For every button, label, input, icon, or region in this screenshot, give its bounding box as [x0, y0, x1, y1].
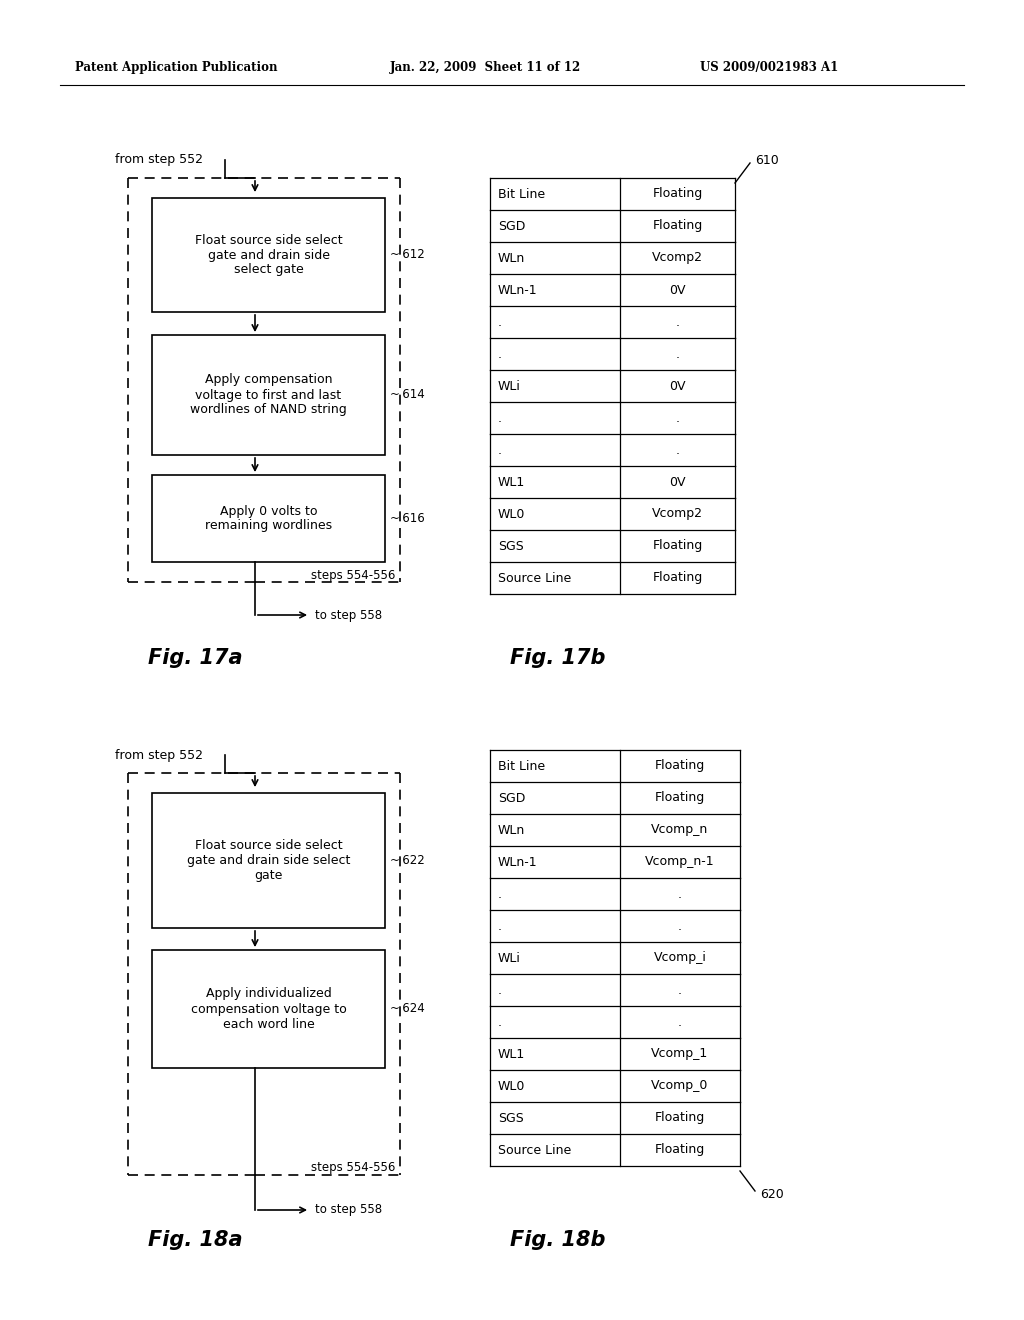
Text: .: . — [678, 920, 682, 932]
Text: US 2009/0021983 A1: US 2009/0021983 A1 — [700, 62, 839, 74]
Text: 620: 620 — [760, 1188, 783, 1200]
Text: ~ 622: ~ 622 — [390, 854, 425, 867]
Text: WLn: WLn — [498, 824, 525, 837]
Text: ~ 616: ~ 616 — [390, 512, 425, 525]
Text: WL0: WL0 — [498, 1080, 525, 1093]
Text: Vcomp_i: Vcomp_i — [653, 952, 707, 965]
Text: ~ 614: ~ 614 — [390, 388, 425, 401]
Text: Fig. 17b: Fig. 17b — [510, 648, 605, 668]
Text: Floating: Floating — [655, 759, 706, 772]
Text: SGD: SGD — [498, 219, 525, 232]
Text: WLi: WLi — [498, 952, 521, 965]
Text: Bit Line: Bit Line — [498, 759, 545, 772]
Text: ~ 612: ~ 612 — [390, 248, 425, 261]
Text: Apply 0 volts to
remaining wordlines: Apply 0 volts to remaining wordlines — [205, 504, 332, 532]
Text: .: . — [498, 920, 502, 932]
Text: Fig. 18b: Fig. 18b — [510, 1230, 605, 1250]
Text: WL1: WL1 — [498, 1048, 525, 1060]
Text: ~ 624: ~ 624 — [390, 1002, 425, 1015]
Text: Floating: Floating — [655, 1111, 706, 1125]
Text: Fig. 18a: Fig. 18a — [148, 1230, 243, 1250]
Text: .: . — [678, 887, 682, 900]
Text: .: . — [676, 412, 680, 425]
Text: .: . — [498, 887, 502, 900]
Text: to step 558: to step 558 — [315, 1204, 382, 1217]
Text: Source Line: Source Line — [498, 572, 571, 585]
Text: to step 558: to step 558 — [315, 609, 382, 622]
Bar — [152, 475, 385, 562]
Text: .: . — [678, 1015, 682, 1028]
Text: from step 552: from step 552 — [115, 153, 203, 166]
Text: Vcomp_1: Vcomp_1 — [651, 1048, 709, 1060]
Text: from step 552: from step 552 — [115, 748, 203, 762]
Text: WLi: WLi — [498, 380, 521, 392]
Text: Floating: Floating — [655, 1143, 706, 1156]
Text: .: . — [676, 347, 680, 360]
Text: WLn-1: WLn-1 — [498, 855, 538, 869]
Text: Float source side select
gate and drain side
select gate: Float source side select gate and drain … — [195, 234, 342, 276]
Text: SGD: SGD — [498, 792, 525, 804]
Text: Vcomp_0: Vcomp_0 — [651, 1080, 709, 1093]
Text: WL0: WL0 — [498, 507, 525, 520]
Text: Fig. 17a: Fig. 17a — [148, 648, 243, 668]
Text: .: . — [498, 1015, 502, 1028]
Text: .: . — [498, 315, 502, 329]
Text: Floating: Floating — [652, 187, 702, 201]
Text: Floating: Floating — [655, 792, 706, 804]
Text: .: . — [676, 444, 680, 457]
Text: SGS: SGS — [498, 540, 523, 553]
Text: steps 554-556: steps 554-556 — [310, 1160, 395, 1173]
Text: Vcomp2: Vcomp2 — [652, 507, 703, 520]
Text: .: . — [498, 347, 502, 360]
Text: Patent Application Publication: Patent Application Publication — [75, 62, 278, 74]
Text: Source Line: Source Line — [498, 1143, 571, 1156]
Text: Vcomp_n-1: Vcomp_n-1 — [645, 855, 715, 869]
Text: .: . — [498, 983, 502, 997]
Bar — [152, 198, 385, 312]
Text: steps 554-556: steps 554-556 — [310, 569, 395, 582]
Text: .: . — [498, 412, 502, 425]
Text: SGS: SGS — [498, 1111, 523, 1125]
Text: Vcomp_n: Vcomp_n — [651, 824, 709, 837]
Bar — [152, 335, 385, 455]
Text: 0V: 0V — [670, 475, 686, 488]
Bar — [152, 950, 385, 1068]
Text: .: . — [676, 315, 680, 329]
Bar — [152, 793, 385, 928]
Text: WL1: WL1 — [498, 475, 525, 488]
Text: WLn-1: WLn-1 — [498, 284, 538, 297]
Text: Apply compensation
voltage to first and last
wordlines of NAND string: Apply compensation voltage to first and … — [190, 374, 347, 417]
Text: Float source side select
gate and drain side select
gate: Float source side select gate and drain … — [186, 840, 350, 882]
Text: 610: 610 — [755, 153, 778, 166]
Text: Floating: Floating — [652, 219, 702, 232]
Text: Vcomp2: Vcomp2 — [652, 252, 703, 264]
Text: Floating: Floating — [652, 572, 702, 585]
Text: WLn: WLn — [498, 252, 525, 264]
Text: .: . — [498, 444, 502, 457]
Text: Bit Line: Bit Line — [498, 187, 545, 201]
Text: Floating: Floating — [652, 540, 702, 553]
Text: 0V: 0V — [670, 380, 686, 392]
Text: Apply individualized
compensation voltage to
each word line: Apply individualized compensation voltag… — [190, 987, 346, 1031]
Text: .: . — [678, 983, 682, 997]
Text: 0V: 0V — [670, 284, 686, 297]
Text: Jan. 22, 2009  Sheet 11 of 12: Jan. 22, 2009 Sheet 11 of 12 — [390, 62, 582, 74]
